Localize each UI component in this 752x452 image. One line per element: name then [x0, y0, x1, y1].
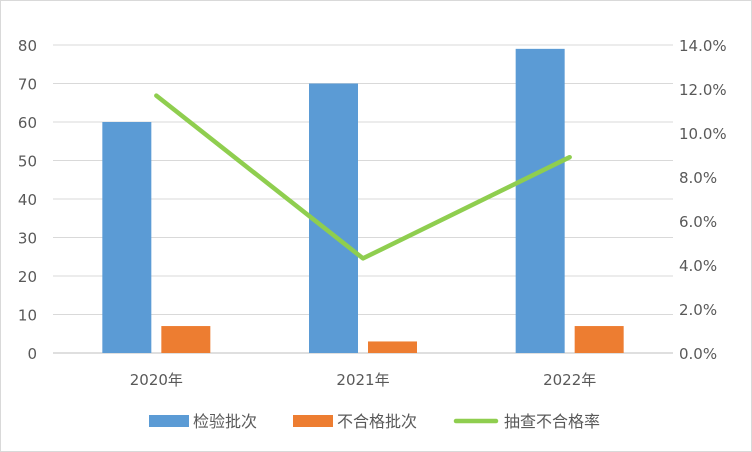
- y-left-tick-label: 60: [18, 114, 37, 132]
- bar-series: [102, 48, 624, 353]
- bar: [368, 341, 417, 353]
- gridlines: [53, 44, 673, 354]
- y-right-tick-label: 0.0%: [679, 345, 717, 363]
- series-line: [154, 93, 572, 261]
- legend-item: 检验批次: [149, 412, 257, 431]
- line-series: [154, 93, 572, 261]
- y-right-tick-label: 4.0%: [679, 257, 717, 275]
- y-left-tick-label: 70: [18, 76, 37, 94]
- y-left-tick-label: 0: [27, 345, 37, 363]
- y-left-tick-label: 20: [18, 268, 37, 286]
- legend-label: 不合格批次: [337, 412, 417, 431]
- legend-label: 检验批次: [193, 412, 257, 431]
- legend-item: 抽查不合格率: [453, 412, 600, 431]
- y-right-tick-label: 14.0%: [679, 37, 727, 55]
- right-y-axis: 0.0% 2.0% 4.0% 6.0% 8.0% 10.0% 12.0% 14.0%: [679, 37, 727, 363]
- bar: [515, 48, 565, 353]
- x-tick-label: 2022年: [543, 371, 596, 389]
- y-right-tick-label: 10.0%: [679, 125, 727, 143]
- x-axis: 2020年 2021年 2022年: [130, 371, 597, 389]
- legend: 检验批次 不合格批次 抽查不合格率: [149, 412, 600, 431]
- x-tick-label: 2021年: [336, 371, 389, 389]
- x-tick-label: 2020年: [130, 371, 183, 389]
- bar: [161, 326, 211, 353]
- y-left-tick-label: 30: [18, 230, 37, 248]
- left-y-axis: 0 10 20 30 40 50 60 70 80: [18, 37, 37, 363]
- y-right-tick-label: 12.0%: [679, 81, 727, 99]
- legend-swatch: [293, 415, 333, 427]
- y-right-tick-label: 2.0%: [679, 301, 717, 319]
- y-left-tick-label: 80: [18, 37, 37, 55]
- y-right-tick-label: 8.0%: [679, 169, 717, 187]
- legend-swatch: [149, 415, 189, 427]
- bar: [102, 122, 152, 353]
- y-right-tick-label: 6.0%: [679, 213, 717, 231]
- bar: [309, 83, 358, 353]
- y-left-tick-label: 50: [18, 153, 37, 171]
- bar: [574, 326, 624, 353]
- y-left-tick-label: 10: [18, 307, 37, 325]
- legend-label: 抽查不合格率: [504, 412, 600, 431]
- y-left-tick-label: 40: [18, 191, 37, 209]
- legend-item: 不合格批次: [293, 412, 417, 431]
